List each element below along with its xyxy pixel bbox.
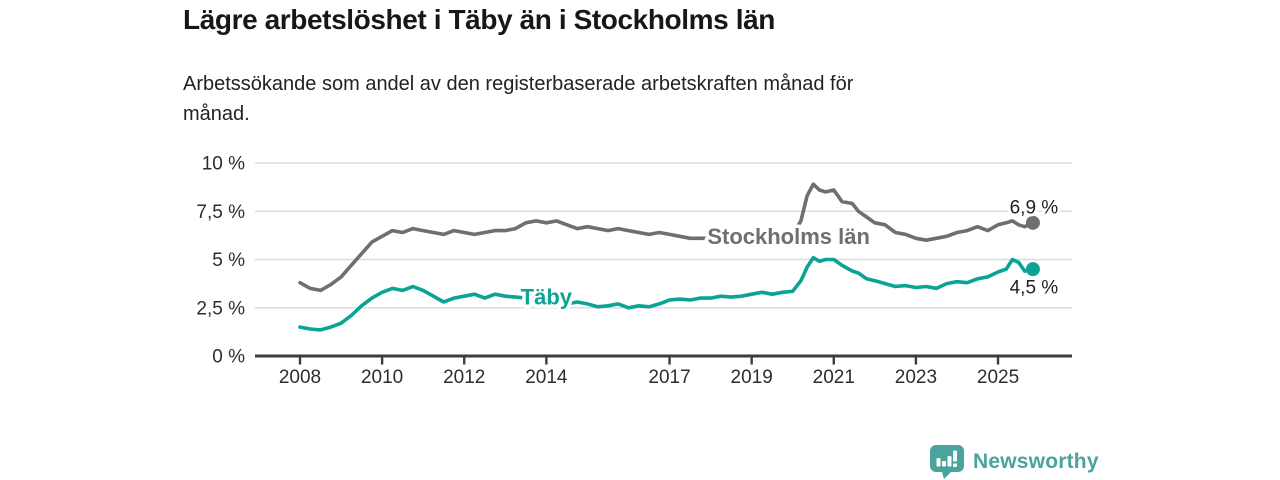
newsworthy-logo: Newsworthy [930,444,1099,480]
page-title: Lägre arbetslöshet i Täby än i Stockholm… [183,4,775,35]
x-axis-tick-label: 2012 [443,367,485,388]
series-end-value-label: 6,9 % [1010,197,1059,218]
series-line [298,255,1035,332]
page-subtitle: Arbetssökande som andel av den registerb… [183,69,853,129]
x-axis-tick-label: 2017 [648,367,690,388]
series-label: Täby [521,285,573,310]
x-axis-tick-label: 2025 [977,367,1019,388]
x-axis-tick-label: 2008 [279,367,321,388]
brand-name: Newsworthy [973,450,1099,473]
series-label: Stockholms län [707,224,870,249]
x-axis-tick-label: 2023 [895,367,937,388]
newsworthy-chart-bubble-icon [930,445,964,479]
x-axis-tick-label: 2014 [525,367,568,388]
series-end-dot [1025,262,1040,277]
x-axis-tick-label: 2021 [813,367,855,388]
series-line [298,182,1035,293]
y-axis-tick-label: 10 % [202,154,245,175]
y-axis-tick-label: 7,5 % [196,202,245,223]
series-end-dot [1025,215,1040,230]
y-axis-tick-label: 0 % [212,347,245,368]
y-axis-tick-label: 2,5 % [196,298,245,319]
page-subtitle-line-2: månad. [183,103,250,125]
y-axis-tick-label: 5 % [212,250,245,271]
page-subtitle-line-1: Arbetssökande som andel av den registerb… [183,73,854,95]
x-axis-tick-label: 2019 [731,367,773,388]
series-end-value-label: 4,5 % [1010,278,1059,299]
x-axis-tick-label: 2010 [361,367,403,388]
